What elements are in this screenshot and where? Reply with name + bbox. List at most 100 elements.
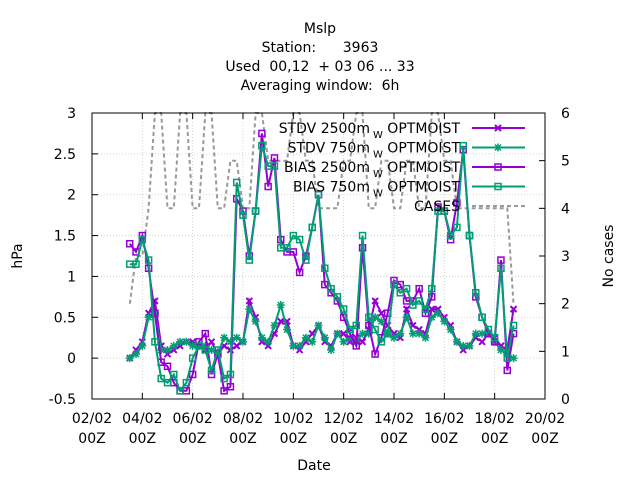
data-point <box>503 366 511 375</box>
x-tick-label: 12/02 <box>323 411 363 427</box>
data-point <box>415 297 423 305</box>
data-point <box>289 248 298 256</box>
data-point <box>226 382 235 391</box>
data-point <box>214 346 222 354</box>
data-point <box>226 337 235 346</box>
x-tick-label: 10/02 <box>273 411 313 427</box>
data-point <box>377 309 386 317</box>
data-point <box>459 141 467 150</box>
data-point <box>446 325 455 334</box>
data-point <box>409 301 417 309</box>
x-tick-label: 00Z <box>78 431 105 447</box>
data-point <box>207 366 216 375</box>
data-point <box>245 305 254 314</box>
data-point <box>497 256 505 264</box>
data-point <box>289 341 298 350</box>
data-point <box>163 345 172 354</box>
data-point <box>428 305 436 313</box>
x-tick-label: 16/02 <box>424 411 464 427</box>
data-point <box>245 256 254 264</box>
data-point <box>258 129 266 138</box>
data-point <box>339 329 348 338</box>
series-1 <box>125 301 518 363</box>
y-tick-label: 0.5 <box>54 310 76 326</box>
x-tick-label: 00Z <box>129 431 156 447</box>
data-point <box>245 297 253 305</box>
data-point <box>396 289 405 297</box>
data-point <box>478 329 487 338</box>
data-point <box>157 374 165 383</box>
data-point <box>453 223 461 232</box>
x-tick-label: 00Z <box>229 431 256 447</box>
y-tick-label: 1 <box>67 269 76 285</box>
data-point <box>144 256 153 264</box>
data-point <box>201 341 210 350</box>
data-point <box>472 289 480 297</box>
data-point <box>302 256 310 264</box>
data-point <box>264 337 273 346</box>
data-point <box>276 301 285 310</box>
data-point <box>188 354 197 362</box>
series-line <box>128 112 515 304</box>
data-point <box>352 342 360 350</box>
y2-tick-label: 5 <box>561 154 570 170</box>
legend-label: CASES <box>414 199 460 215</box>
data-point <box>327 284 335 293</box>
data-point <box>188 341 197 350</box>
data-point <box>339 305 348 313</box>
data-point <box>371 297 379 305</box>
data-point <box>408 329 417 338</box>
data-point <box>452 337 461 346</box>
data-point <box>478 338 486 346</box>
data-point <box>377 338 386 346</box>
series-4 <box>128 112 515 304</box>
data-point <box>314 190 323 199</box>
data-point <box>289 231 298 240</box>
data-point <box>301 333 310 342</box>
data-point <box>427 313 436 322</box>
data-point <box>257 333 266 342</box>
data-point <box>509 305 518 313</box>
data-point <box>346 325 354 334</box>
data-point <box>358 231 367 240</box>
y2-tick-label: 6 <box>561 106 570 122</box>
data-point <box>295 341 304 350</box>
data-point <box>396 329 405 338</box>
data-point <box>465 231 474 240</box>
data-point <box>283 325 292 334</box>
data-point <box>446 231 455 240</box>
data-point <box>321 264 329 273</box>
data-point <box>471 329 480 338</box>
chart-title-line: Mslp <box>304 21 336 37</box>
legend-label: BIAS 2500m W OPTMOIST <box>284 160 460 180</box>
data-point <box>345 333 354 342</box>
data-point <box>270 321 279 330</box>
legend-marker <box>494 182 502 191</box>
x-tick-label: 20/02 <box>525 411 565 427</box>
data-point <box>132 350 141 359</box>
data-point <box>163 378 172 387</box>
x-tick-label: 00Z <box>380 431 407 447</box>
data-point <box>201 346 209 354</box>
data-point <box>258 141 266 150</box>
data-point <box>364 329 373 338</box>
data-point <box>220 387 228 395</box>
x-tick-label: 00Z <box>481 431 508 447</box>
data-point <box>132 260 140 268</box>
x-tick-label: 04/02 <box>122 411 162 427</box>
data-point <box>352 321 360 330</box>
data-point <box>176 387 184 395</box>
data-point <box>390 280 398 289</box>
legend-label: BIAS 750m W OPTMOIST <box>293 180 460 200</box>
y2-tick-label: 4 <box>561 201 570 217</box>
y2-tick-label: 1 <box>561 344 570 360</box>
data-point <box>157 345 166 354</box>
data-point <box>207 338 216 346</box>
chart-title-line: Averaging window: 6h <box>241 78 400 94</box>
data-point <box>402 313 411 322</box>
y-tick-label: -0.5 <box>49 392 76 408</box>
data-point <box>188 370 197 379</box>
data-point <box>428 284 436 293</box>
legend-marker <box>494 163 502 171</box>
